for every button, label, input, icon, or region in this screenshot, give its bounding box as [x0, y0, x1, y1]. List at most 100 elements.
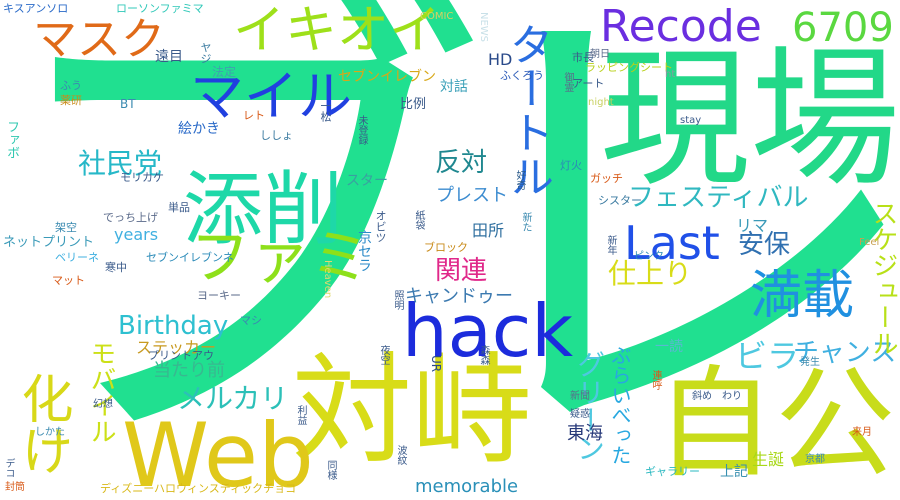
word-privatter: ぶらいべった	[608, 345, 632, 465]
word-shinrin: 森森	[478, 345, 489, 365]
word-decchiage: でっち上げ	[103, 211, 158, 224]
word-fukurou: ふくろう	[500, 69, 544, 82]
word-news: NEWS	[478, 12, 489, 43]
word-memorable: memorable	[415, 476, 519, 497]
word-disney: ディズニーハロウィンスティックチョコ	[100, 482, 297, 495]
word-stay: stay	[680, 115, 702, 126]
word-bake: 化け	[12, 372, 72, 476]
word-birthday: Birthday	[118, 311, 229, 341]
word-wari: わり	[722, 391, 742, 402]
word-anpo: 安保	[738, 230, 791, 260]
word-mobile: モバイル	[86, 340, 116, 444]
word-shinnen: 新年	[605, 235, 616, 255]
word-ichimatsu: 一松	[319, 100, 332, 122]
word-heaven: Heaven	[322, 260, 333, 299]
word-mashi: マシ	[240, 314, 262, 327]
word-printout: プリントアウ	[148, 349, 214, 362]
word-shinbun: 新聞	[570, 391, 590, 402]
word-tadokoro: 田所	[472, 221, 505, 240]
word-years: years	[114, 225, 159, 244]
word-hd: HD	[488, 50, 513, 69]
word-kyoto: 京都	[805, 454, 825, 465]
word-mile: マイル	[190, 65, 352, 128]
word-yozora: 夜空	[378, 345, 389, 365]
word-feel: Feel	[859, 237, 880, 248]
word-block: ブロック	[424, 241, 468, 254]
word-jouki: 上記	[720, 464, 748, 480]
word-naname: 斜め	[692, 391, 712, 402]
word-chance: チャンス	[793, 338, 897, 368]
word-night: night	[588, 97, 614, 108]
word-kyocera: 京セラ	[356, 230, 372, 272]
word-sevenne: セブンイレブンネ	[146, 251, 234, 264]
word-shisho: ししょ	[260, 129, 293, 142]
word-kissanthology: キスアンソロ	[3, 2, 69, 15]
word-bira: ビラ	[735, 337, 800, 375]
word-kouki: 好奇	[514, 170, 525, 190]
word-hantai: 反対	[435, 148, 488, 178]
word-shicho: 市長	[572, 51, 594, 64]
word-ikioi: イキオイ	[233, 1, 442, 61]
word-last: Last	[624, 216, 720, 270]
word-asahi: 朝日	[590, 49, 610, 60]
word-ichidoku: 一読	[655, 339, 683, 355]
word-taiwa: 対話	[440, 79, 468, 95]
word-douyou: 同様	[325, 460, 336, 480]
word-lawson: ローソンファミマ	[116, 2, 204, 15]
word-berine: ベリーネ	[55, 251, 99, 264]
word-ekaki: 絵かき	[178, 121, 220, 137]
word-shikata: しかた	[35, 427, 65, 438]
word-mat: マット	[52, 274, 85, 287]
word-houtei: 法定	[212, 65, 237, 79]
word-raigetsu: 来月	[852, 427, 872, 438]
word-rima: リマ	[736, 216, 769, 235]
word-atarimae: 当たり前	[153, 360, 225, 381]
word-mask: マスク	[33, 14, 165, 65]
word-festival: フェスティバル	[628, 183, 809, 213]
word-ht: ht	[665, 69, 676, 80]
word-mitouroku: 未登録	[356, 115, 367, 145]
word-6709: 6709	[792, 5, 894, 51]
word-yagen: 薬研	[60, 94, 82, 107]
word-touka: 灯火	[560, 159, 582, 172]
word-gallery: ギャラリー	[645, 465, 700, 478]
word-renko: 連呼	[650, 370, 661, 390]
word-pink: ピンク	[634, 251, 664, 262]
word-toome: 遠目	[155, 49, 183, 65]
word-fami: ファミ	[190, 223, 370, 293]
word-shaminto: 社民党	[78, 147, 163, 180]
word-web: Web	[122, 404, 314, 500]
word-mansai: 満載	[750, 266, 855, 326]
word-jikou: 自公	[655, 355, 895, 494]
word-green: グリーン	[573, 350, 606, 462]
word-kanchu: 寒中	[105, 261, 127, 274]
word-taiji: 対峙	[292, 342, 532, 481]
word-futou: 封筒	[5, 482, 25, 493]
word-mitama: 御霊	[562, 72, 573, 92]
word-presto: プレスト	[436, 185, 508, 206]
word-sister: シスター	[598, 194, 642, 207]
word-morikake: モリカケ	[120, 171, 164, 184]
word-shoumei: 照明	[392, 290, 403, 310]
word-fabo: ファボ	[4, 120, 19, 159]
word-genba: 現場	[600, 33, 900, 207]
word-yaji: ヤジ	[199, 42, 212, 64]
word-sticker: ステッカー	[136, 338, 217, 357]
word-arata: 新た	[520, 212, 531, 232]
word-turtle: タートル	[502, 22, 553, 198]
word-gensou: 幻想	[93, 399, 113, 410]
word-gacchi: ガッチ	[590, 172, 623, 185]
word-tanpin: 単品	[168, 201, 190, 214]
word-hirei: 比例	[400, 97, 427, 112]
word-wrapping: ラッピングシート	[585, 61, 673, 74]
word-art: アート	[572, 77, 605, 90]
word-kamibukuro: 紙袋	[413, 210, 424, 230]
word-yorkie: ヨーキー	[197, 289, 241, 302]
word-reto: レト	[243, 109, 265, 122]
word-shiagari: 仕上り	[608, 257, 693, 290]
word-ur: UR	[429, 355, 443, 373]
word-hassei: 発生	[800, 357, 820, 368]
word-hack: hack	[402, 289, 574, 373]
